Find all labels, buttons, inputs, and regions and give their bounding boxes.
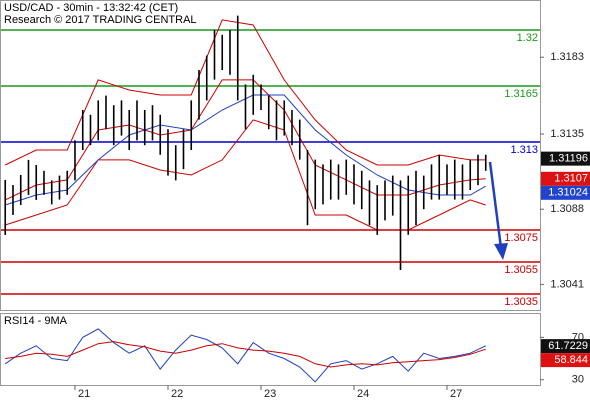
x-tick-label: 27 bbox=[450, 388, 462, 400]
rsi-line bbox=[4, 328, 486, 383]
last-value-box bbox=[541, 171, 590, 186]
y-tick-label: 1.3135 bbox=[550, 128, 584, 140]
last-value-label: 58.844 bbox=[554, 354, 588, 366]
last-value-label: 61.7229 bbox=[548, 340, 588, 352]
x-tick-label: 24 bbox=[357, 388, 369, 400]
forecast-arrow bbox=[488, 161, 508, 260]
rsi-panel bbox=[0, 313, 541, 386]
rsi-title: RSI14 - 9MA bbox=[4, 315, 68, 327]
last-value-label: 1.31196 bbox=[549, 153, 588, 165]
last-value-label: 1.3107 bbox=[554, 173, 588, 185]
x-tick-label: 22 bbox=[171, 388, 183, 400]
chart-subtitle: Research © 2017 TRADING CENTRAL bbox=[4, 14, 197, 26]
level-label: 1.313 bbox=[510, 144, 538, 156]
arrow-head bbox=[494, 243, 508, 260]
y-tick-label: 30 bbox=[572, 374, 584, 386]
last-value-box bbox=[541, 339, 590, 354]
last-value-box bbox=[541, 353, 590, 368]
level-label: 1.32 bbox=[517, 32, 538, 44]
level-label: 1.3075 bbox=[504, 232, 538, 244]
x-tick-label: 21 bbox=[78, 388, 90, 400]
overlay-line bbox=[5, 119, 486, 231]
last-value-box bbox=[541, 151, 590, 166]
level-label: 1.3055 bbox=[504, 264, 538, 276]
main-panel bbox=[0, 0, 541, 311]
x-tick-label: 23 bbox=[264, 388, 276, 400]
level-label: 1.3035 bbox=[504, 296, 538, 308]
plot-layer: 1.3183 1.3135 1.3088 1.3041 1.32 1.3165 1.313 1… bbox=[1, 15, 590, 400]
overlay-line bbox=[4, 19, 486, 166]
y-tick-label: 1.3183 bbox=[550, 51, 584, 63]
rsi-line bbox=[5, 341, 486, 368]
arrow-shaft bbox=[488, 161, 503, 249]
chart-title: USD/CAD - 30min - 13:32:42 (CET) bbox=[4, 2, 178, 14]
y-tick-label: 1.3088 bbox=[550, 203, 584, 215]
y-tick-label: 1.3041 bbox=[550, 278, 584, 290]
last-value-label: 1.31024 bbox=[548, 187, 588, 199]
level-label: 1.3165 bbox=[504, 88, 538, 100]
last-value-box bbox=[541, 185, 590, 200]
